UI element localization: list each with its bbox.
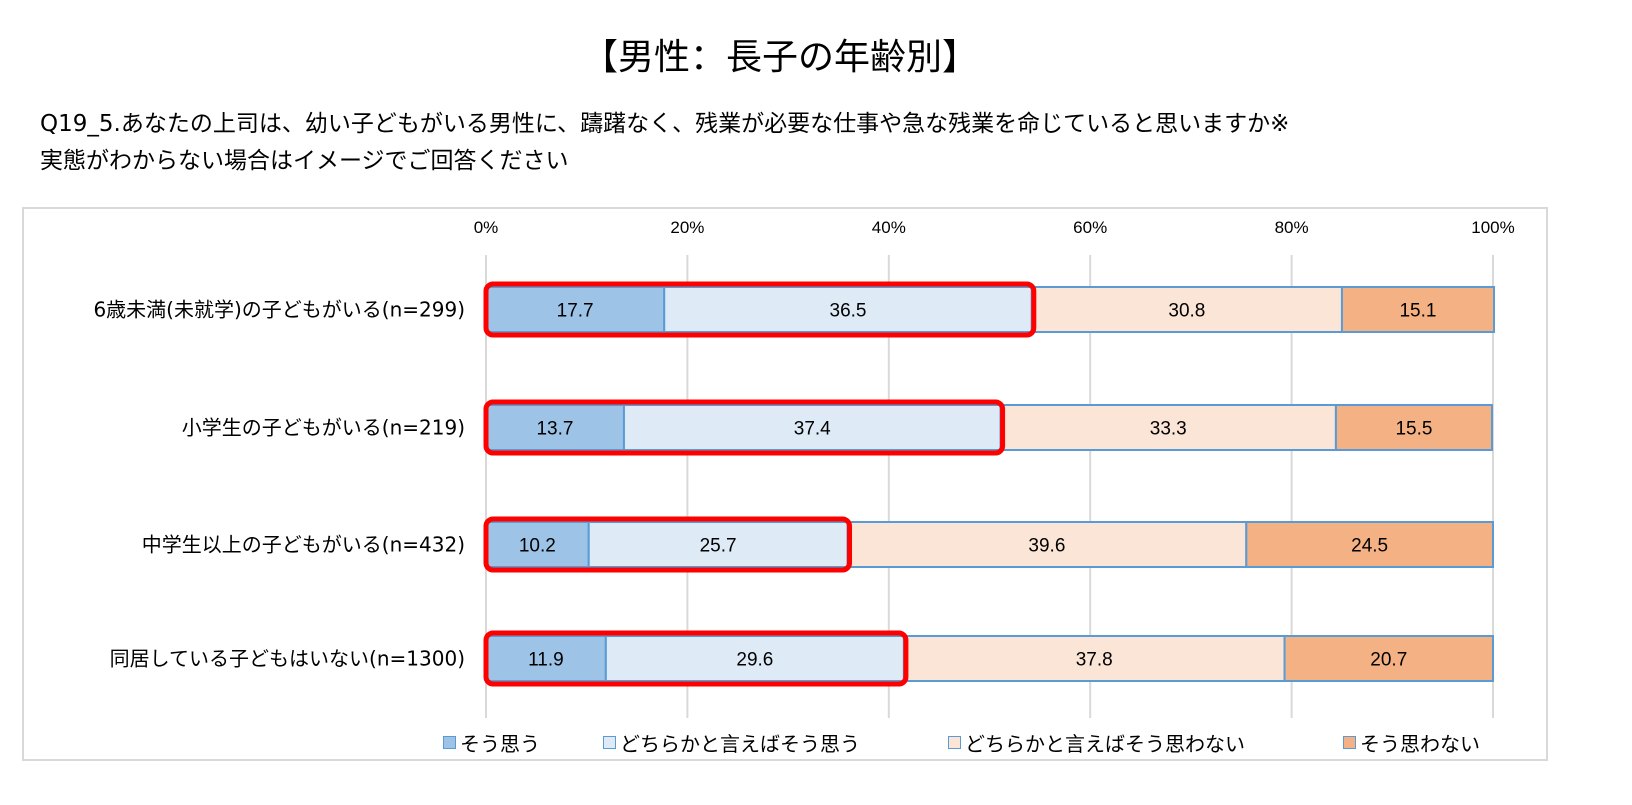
legend-label: どちらかと言えばそう思わない [965, 732, 1245, 756]
category-label: 6歳未満(未就学)の子どもがいる(n=299) [93, 298, 465, 322]
legend-swatch [443, 736, 456, 749]
bar-segment [1334, 404, 1493, 451]
data-label: 24.5 [1351, 536, 1388, 557]
data-label: 17.7 [557, 301, 594, 322]
legend-swatch [948, 736, 961, 749]
data-label: 37.4 [794, 419, 831, 440]
chart-title: 【男性：長子の年齢別】 [581, 37, 978, 78]
data-label: 30.8 [1168, 301, 1205, 322]
x-tick-label: 20% [670, 218, 704, 237]
data-label: 20.7 [1370, 650, 1407, 671]
x-tick-label: 100% [1471, 218, 1514, 237]
x-tick-label: 80% [1275, 218, 1309, 237]
category-label: 同居している子どもはいない(n=1300) [110, 647, 465, 671]
category-label: 小学生の子どもがいる(n=219) [182, 416, 465, 440]
bar-segment [1030, 286, 1343, 333]
bar-segment [846, 521, 1248, 568]
legend-item: そう思う [443, 728, 540, 757]
legend-label: そう思わない [1360, 732, 1480, 756]
x-tick-label: 40% [872, 218, 906, 237]
bar-segment [1283, 635, 1495, 682]
data-label: 25.7 [700, 536, 737, 557]
legend-label: そう思う [460, 732, 540, 756]
legend-item: どちらかと言えばそう思わない [948, 728, 1245, 757]
data-label: 13.7 [536, 419, 573, 440]
data-label: 15.5 [1395, 419, 1432, 440]
category-label: 中学生以上の子どもがいる(n=432) [142, 533, 465, 557]
data-label: 11.9 [528, 650, 564, 671]
legend-item: どちらかと言えばそう思う [603, 728, 860, 757]
bar-segment [485, 635, 607, 682]
data-label: 33.3 [1150, 419, 1187, 440]
bar-segment [663, 286, 1033, 333]
bar-segment [1340, 286, 1496, 333]
data-label: 36.5 [830, 301, 867, 322]
data-label: 15.1 [1399, 301, 1436, 322]
question-line-1: Q19_5.あなたの上司は、幼い子どもがいる男性に、躊躇なく、残業が必要な仕事や… [40, 111, 1290, 137]
data-label: 10.2 [519, 536, 556, 557]
highlight-box [483, 399, 1006, 456]
chart-frame [22, 207, 1548, 761]
bar-segment [1245, 521, 1495, 568]
legend-swatch [603, 736, 616, 749]
question-line-2: 実態がわからない場合はイメージでご回答ください [40, 148, 569, 174]
legend-label: どちらかと言えばそう思う [620, 732, 860, 756]
x-tick-label: 60% [1073, 218, 1107, 237]
highlight-box [483, 516, 853, 573]
bar-segment [587, 521, 849, 568]
highlight-box [483, 630, 909, 687]
data-label: 39.6 [1028, 536, 1065, 557]
bar-segment [485, 404, 625, 451]
bar-segment [485, 521, 590, 568]
data-label: 29.6 [736, 650, 773, 671]
legend-swatch [1343, 736, 1356, 749]
data-label: 37.8 [1076, 650, 1113, 671]
bar-segment [485, 286, 666, 333]
x-tick-label: 0% [474, 218, 499, 237]
legend-item: そう思わない [1343, 728, 1480, 757]
highlight-box [483, 281, 1037, 338]
bar-segment [604, 635, 905, 682]
bar-segment [622, 404, 1002, 451]
